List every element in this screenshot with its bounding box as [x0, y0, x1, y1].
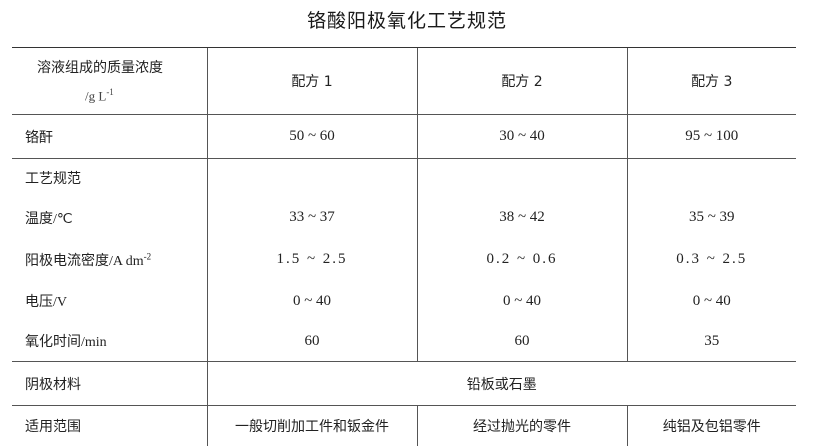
cell: 33 ~ 37 — [206, 196, 417, 239]
unit-text: /℃ — [53, 211, 73, 227]
cell: 纯铝及包铝零件 — [626, 405, 796, 446]
cell: 50 ~ 60 — [206, 114, 417, 159]
cell: 95 ~ 100 — [626, 114, 796, 159]
table-row: 阳极电流密度/A dm-2 1.5 ~ 2.5 0.2 ~ 0.6 0.3 ~ … — [12, 238, 796, 281]
cell: 38 ~ 42 — [416, 196, 627, 239]
column-header: 配方 3 — [626, 47, 796, 115]
table-row: 铬酐 50 ~ 60 30 ~ 40 95 ~ 100 — [12, 114, 796, 159]
cathode-value: 铅板或石墨 — [206, 361, 796, 406]
column-header: 配方 2 — [416, 47, 627, 115]
row-label: 电压/V — [12, 281, 207, 322]
header-label-cell: 溶液组成的质量浓度 /g L-1 — [12, 47, 207, 115]
table-row: 温度/℃ 33 ~ 37 38 ~ 42 35 ~ 39 — [12, 196, 796, 239]
unit-text: /A dm — [109, 253, 144, 269]
row-label: 工艺规范 — [12, 158, 207, 197]
label-text: 阳极电流密度 — [25, 252, 109, 269]
cell: 0.2 ~ 0.6 — [416, 238, 627, 281]
row-label: 阴极材料 — [12, 361, 207, 406]
cell: 0 ~ 40 — [206, 280, 417, 322]
cell: 60 — [416, 321, 627, 362]
unit-text: /V — [53, 295, 67, 310]
row-label: 阳极电流密度/A dm-2 — [12, 239, 207, 281]
cell: 30 ~ 40 — [416, 114, 627, 159]
table-row: 电压/V 0 ~ 40 0 ~ 40 0 ~ 40 — [12, 280, 796, 322]
table-row: 工艺规范 — [12, 158, 796, 197]
row-label: 适用范围 — [12, 405, 207, 446]
header-row: 溶液组成的质量浓度 /g L-1 配方 1 配方 2 配方 3 — [12, 47, 796, 115]
label-text: 温度 — [25, 210, 53, 227]
unit-text: /g L — [85, 88, 107, 104]
unit-text: /min — [81, 335, 107, 351]
cell: 35 — [626, 321, 796, 362]
unit-exponent: -1 — [106, 87, 114, 98]
label-text: 氧化时间 — [25, 334, 81, 351]
cathode-row: 阴极材料 铅板或石墨 — [12, 361, 796, 406]
process-spec-table: 溶液组成的质量浓度 /g L-1 配方 1 配方 2 配方 3 铬酐 50 ~ … — [12, 47, 796, 446]
column-header: 配方 1 — [206, 47, 417, 115]
table-row: 氧化时间/min 60 60 35 — [12, 321, 796, 362]
cell: 0.3 ~ 2.5 — [626, 238, 796, 281]
row-label: 温度/℃ — [12, 197, 207, 239]
table-title: 铬酸阳极氧化工艺规范 — [306, 10, 507, 32]
scope-row: 适用范围 一般切削加工件和钣金件 经过抛光的零件 纯铝及包铝零件 — [12, 405, 796, 446]
unit-exponent: -2 — [143, 250, 152, 261]
cell: 35 ~ 39 — [626, 196, 796, 239]
row-label: 氧化时间/min — [12, 322, 207, 362]
cell: 一般切削加工件和钣金件 — [206, 405, 417, 446]
label-text: 电压 — [25, 294, 53, 310]
cell: 经过抛光的零件 — [416, 405, 627, 446]
cell: 1.5 ~ 2.5 — [206, 238, 417, 281]
header-label: 溶液组成的质量浓度 — [37, 60, 163, 77]
header-unit: /g L-1 — [25, 87, 207, 104]
cell: 0 ~ 40 — [626, 280, 796, 322]
row-label: 铬酐 — [12, 114, 207, 159]
cell: 0 ~ 40 — [416, 280, 627, 322]
cell: 60 — [206, 321, 417, 362]
